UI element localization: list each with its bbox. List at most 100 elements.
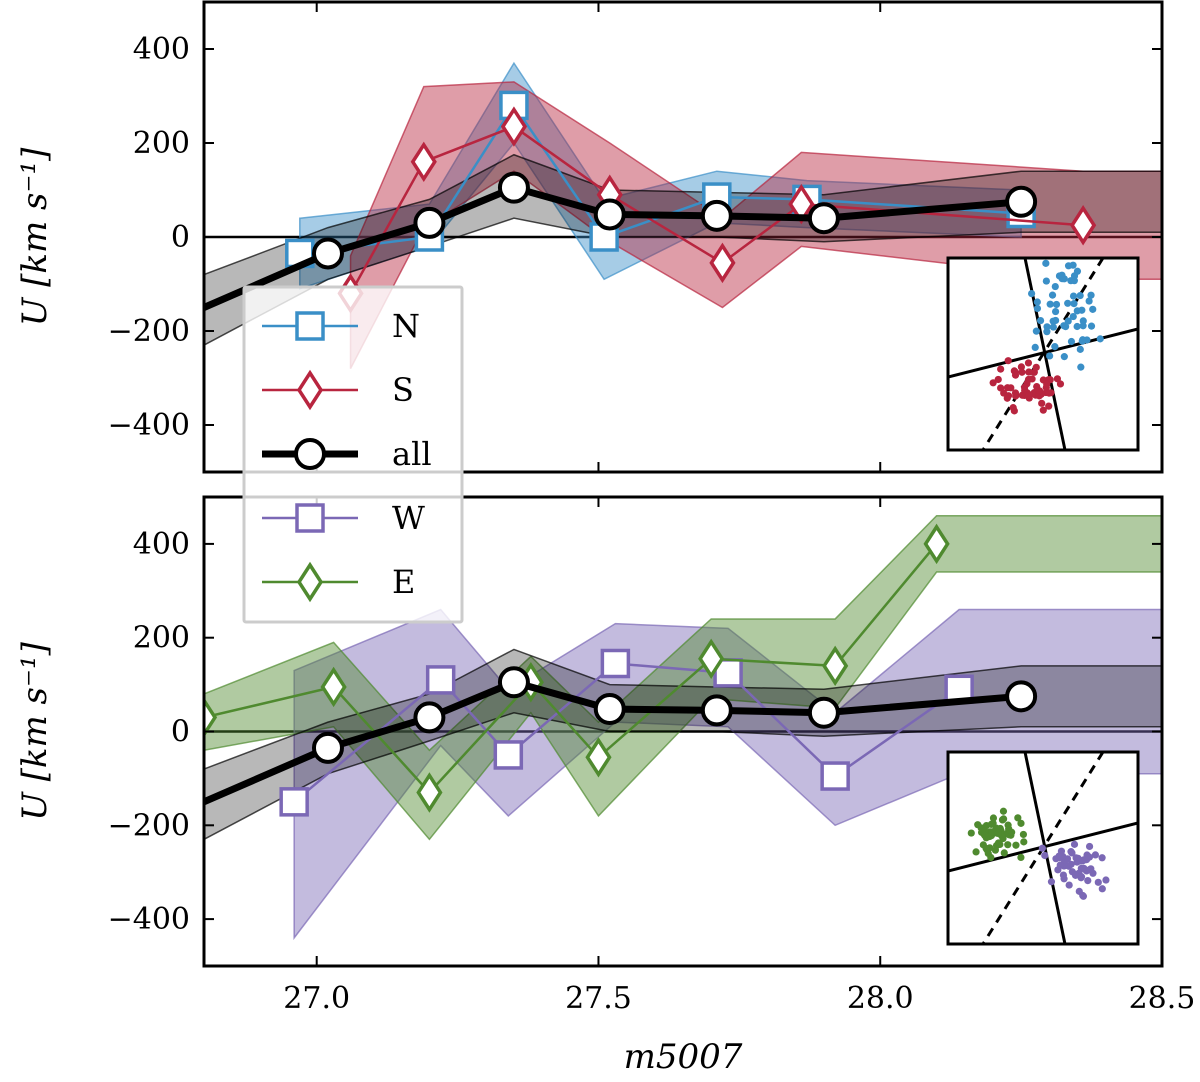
inset-point-S xyxy=(1039,406,1047,414)
inset-point-N xyxy=(1069,312,1077,321)
inset-point-W xyxy=(1078,857,1087,865)
inset-point-E xyxy=(994,829,1002,837)
inset-top xyxy=(946,256,1140,452)
inset-point-S xyxy=(1025,391,1033,399)
inset-point-N xyxy=(1079,317,1087,325)
series-E xyxy=(204,523,950,813)
inset-point-N xyxy=(1096,335,1104,343)
ytick-label: −400 xyxy=(108,902,190,937)
inset-point-N xyxy=(1069,292,1078,300)
inset-point-E xyxy=(980,831,989,839)
inset-point-S xyxy=(1045,389,1053,397)
inset-point-S xyxy=(1018,368,1026,376)
point-all-1 xyxy=(311,731,344,764)
legend-label-W: W xyxy=(392,499,425,537)
inset-point-N xyxy=(1067,337,1076,346)
inset-point-E xyxy=(1014,814,1022,822)
legend-marker-all xyxy=(294,438,326,470)
inset-point-W xyxy=(1070,840,1079,848)
line-all xyxy=(204,183,1022,311)
point-W-0 xyxy=(279,787,309,817)
inset-point-N xyxy=(1049,323,1057,331)
inset-point-N xyxy=(1076,345,1084,353)
inset-point-S xyxy=(1053,375,1062,383)
inset-point-N xyxy=(1087,322,1096,330)
inset-point-N xyxy=(1062,323,1070,331)
plot-area-bottom xyxy=(204,515,1162,941)
inset-point-E xyxy=(987,820,995,828)
ytick-label: 200 xyxy=(133,126,190,161)
point-E-7 xyxy=(923,523,950,565)
legend-marker-N xyxy=(295,311,325,341)
inset-point-N xyxy=(1077,363,1085,371)
inset-point-E xyxy=(988,828,996,836)
inset-point-N xyxy=(1048,291,1057,299)
band-E xyxy=(204,515,1162,841)
inset-point-S xyxy=(1007,384,1015,392)
inset-point-S xyxy=(1024,359,1033,367)
point-S-6 xyxy=(1070,205,1097,246)
inset-bottom xyxy=(946,750,1140,946)
inset-point-N xyxy=(1051,282,1059,291)
inset-frame xyxy=(946,750,1140,946)
inset-point-S xyxy=(989,379,997,387)
inset-point-W xyxy=(1054,866,1062,874)
legend-marker-E xyxy=(296,561,324,603)
inset-point-E xyxy=(1004,841,1012,849)
inset-point-E xyxy=(1020,838,1028,846)
inset-point-E xyxy=(989,814,998,822)
inset-point-N xyxy=(1049,317,1057,325)
point-W-3 xyxy=(600,648,631,679)
legend-marker-W xyxy=(295,503,325,533)
inset-point-W xyxy=(1094,878,1102,886)
point-E-5 xyxy=(698,638,725,680)
xtick-label: 27.5 xyxy=(565,981,632,1016)
inset-point-E xyxy=(998,816,1007,824)
point-E-0 xyxy=(204,697,218,738)
inset-point-W xyxy=(1065,881,1073,889)
inset-point-N xyxy=(1046,300,1054,308)
inset-point-N xyxy=(1042,259,1050,267)
inset-point-N xyxy=(1073,322,1081,331)
inset-point-W xyxy=(1102,876,1110,884)
inset-point-N xyxy=(1043,323,1051,331)
inset-point-S xyxy=(1028,375,1036,383)
inset-point-S xyxy=(1035,387,1044,395)
panel-top: −400 −200 0 200 400 U [km s⁻¹] xyxy=(15,0,1164,474)
inset-point-W xyxy=(1071,871,1080,879)
inset-point-S xyxy=(1038,399,1046,407)
panel-bottom: −400 −200 0 200 400 27.0 27.5 28.0 28.5 U [km s⁻¹… xyxy=(15,495,1195,1077)
ytick-label: 0 xyxy=(171,220,190,255)
y-axis-label: U [km s⁻¹] xyxy=(15,147,55,326)
line-all xyxy=(204,678,1022,806)
inset-point-S xyxy=(1043,380,1051,388)
ytick-label: 200 xyxy=(133,621,190,656)
legend-label-S: S xyxy=(392,371,414,409)
inset-point-S xyxy=(994,375,1002,384)
point-W-5 xyxy=(820,761,850,791)
inset-point-N xyxy=(1070,272,1079,280)
inset-point-N xyxy=(1031,343,1039,352)
inset-point-E xyxy=(984,849,992,858)
inset-point-N xyxy=(1042,277,1050,285)
inset-point-S xyxy=(997,384,1005,392)
point-all-4 xyxy=(593,692,626,725)
inset-point-W xyxy=(1085,842,1094,851)
series-all xyxy=(204,171,1038,311)
point-all-1 xyxy=(311,237,344,270)
inset-point-W xyxy=(1060,875,1068,883)
inset-point-E xyxy=(1012,841,1020,849)
inset-point-E xyxy=(1019,830,1028,839)
legend-label-N: N xyxy=(392,307,420,345)
inset-point-S xyxy=(1009,404,1017,412)
inset-point-N xyxy=(1089,305,1097,313)
inset-point-S xyxy=(1004,392,1013,400)
inset-point-W xyxy=(1047,878,1056,886)
ytick-label: −200 xyxy=(108,314,190,349)
ytick-label: 400 xyxy=(133,527,190,562)
inset-point-W xyxy=(1089,869,1097,877)
inset-point-W xyxy=(1079,892,1088,900)
inset-point-N xyxy=(1055,272,1064,280)
point-all-2 xyxy=(413,701,446,734)
inset-point-N xyxy=(1060,353,1068,361)
